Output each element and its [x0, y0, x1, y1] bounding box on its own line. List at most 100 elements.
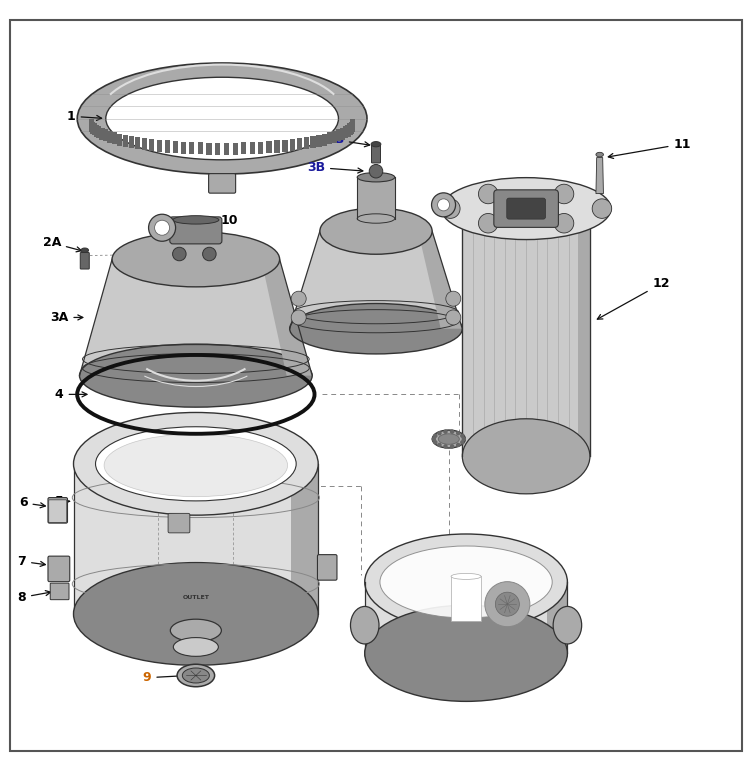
Ellipse shape — [96, 427, 296, 501]
Ellipse shape — [365, 534, 568, 630]
Bar — [96, 126, 102, 139]
Bar — [129, 136, 134, 148]
Bar — [165, 140, 170, 152]
Ellipse shape — [432, 430, 465, 448]
FancyBboxPatch shape — [371, 145, 381, 163]
FancyBboxPatch shape — [10, 20, 742, 752]
Bar — [215, 142, 220, 155]
Bar — [311, 136, 316, 148]
FancyBboxPatch shape — [49, 500, 67, 522]
Bar — [117, 133, 123, 146]
Text: 3A: 3A — [50, 311, 83, 324]
Circle shape — [291, 310, 306, 325]
Bar — [224, 142, 229, 155]
Bar — [327, 132, 332, 144]
Circle shape — [450, 430, 454, 434]
Ellipse shape — [371, 142, 381, 147]
Bar — [149, 139, 154, 151]
Text: 4: 4 — [55, 388, 87, 401]
Circle shape — [433, 440, 438, 444]
Bar — [250, 142, 255, 154]
Bar — [123, 135, 128, 147]
Circle shape — [443, 430, 447, 434]
Bar — [241, 142, 247, 155]
Ellipse shape — [451, 574, 481, 579]
Bar — [347, 123, 353, 136]
Bar — [332, 131, 337, 143]
Circle shape — [432, 192, 456, 217]
Circle shape — [441, 199, 460, 219]
Polygon shape — [291, 464, 318, 614]
Text: 9: 9 — [143, 671, 184, 685]
Circle shape — [478, 213, 498, 233]
Text: OUTLET: OUTLET — [183, 595, 209, 600]
Circle shape — [291, 291, 306, 306]
Text: 11: 11 — [608, 138, 691, 159]
Ellipse shape — [74, 413, 318, 515]
FancyBboxPatch shape — [208, 173, 235, 193]
Circle shape — [462, 437, 466, 441]
Bar — [258, 142, 263, 154]
Bar — [142, 138, 147, 150]
Ellipse shape — [106, 77, 338, 160]
Bar — [290, 139, 295, 151]
Ellipse shape — [182, 668, 209, 683]
Text: 3B: 3B — [307, 161, 362, 174]
Ellipse shape — [462, 419, 590, 494]
Polygon shape — [365, 582, 568, 653]
Circle shape — [478, 184, 498, 204]
Ellipse shape — [171, 619, 221, 641]
Circle shape — [446, 310, 461, 325]
Circle shape — [438, 199, 450, 211]
Ellipse shape — [357, 214, 395, 223]
Ellipse shape — [290, 303, 462, 354]
Ellipse shape — [81, 248, 89, 253]
Ellipse shape — [350, 607, 379, 644]
FancyBboxPatch shape — [170, 217, 222, 244]
Polygon shape — [261, 259, 312, 376]
Polygon shape — [290, 231, 462, 329]
Ellipse shape — [357, 172, 395, 182]
Circle shape — [149, 214, 175, 241]
Text: 10: 10 — [180, 214, 238, 229]
Bar — [112, 132, 117, 144]
Circle shape — [173, 247, 186, 261]
Text: 2A: 2A — [43, 236, 81, 252]
Ellipse shape — [365, 605, 568, 701]
Bar — [340, 128, 345, 140]
Ellipse shape — [438, 434, 459, 444]
Ellipse shape — [380, 546, 552, 618]
Bar — [322, 133, 327, 146]
Bar — [89, 120, 95, 132]
Bar — [198, 142, 203, 155]
Circle shape — [460, 440, 465, 444]
Circle shape — [592, 199, 611, 219]
Ellipse shape — [80, 344, 312, 407]
Bar — [92, 123, 97, 136]
Bar — [156, 140, 162, 152]
Text: 5: 5 — [55, 495, 70, 508]
FancyBboxPatch shape — [507, 198, 545, 219]
Polygon shape — [547, 582, 568, 653]
Bar — [336, 129, 341, 142]
Circle shape — [437, 431, 441, 435]
Ellipse shape — [112, 232, 280, 287]
Bar — [99, 128, 105, 140]
Bar — [345, 125, 350, 137]
Text: 10: 10 — [459, 195, 508, 208]
Polygon shape — [80, 259, 312, 376]
Bar — [304, 137, 309, 149]
Bar — [90, 122, 96, 134]
Polygon shape — [357, 177, 395, 219]
Ellipse shape — [320, 208, 432, 254]
Polygon shape — [418, 231, 462, 329]
Text: 2B: 2B — [326, 133, 370, 147]
Polygon shape — [596, 158, 603, 193]
Bar — [297, 138, 302, 150]
Circle shape — [433, 434, 438, 438]
Circle shape — [202, 247, 216, 261]
Polygon shape — [462, 216, 590, 457]
Circle shape — [369, 165, 383, 178]
Ellipse shape — [553, 607, 581, 644]
Ellipse shape — [104, 434, 287, 497]
